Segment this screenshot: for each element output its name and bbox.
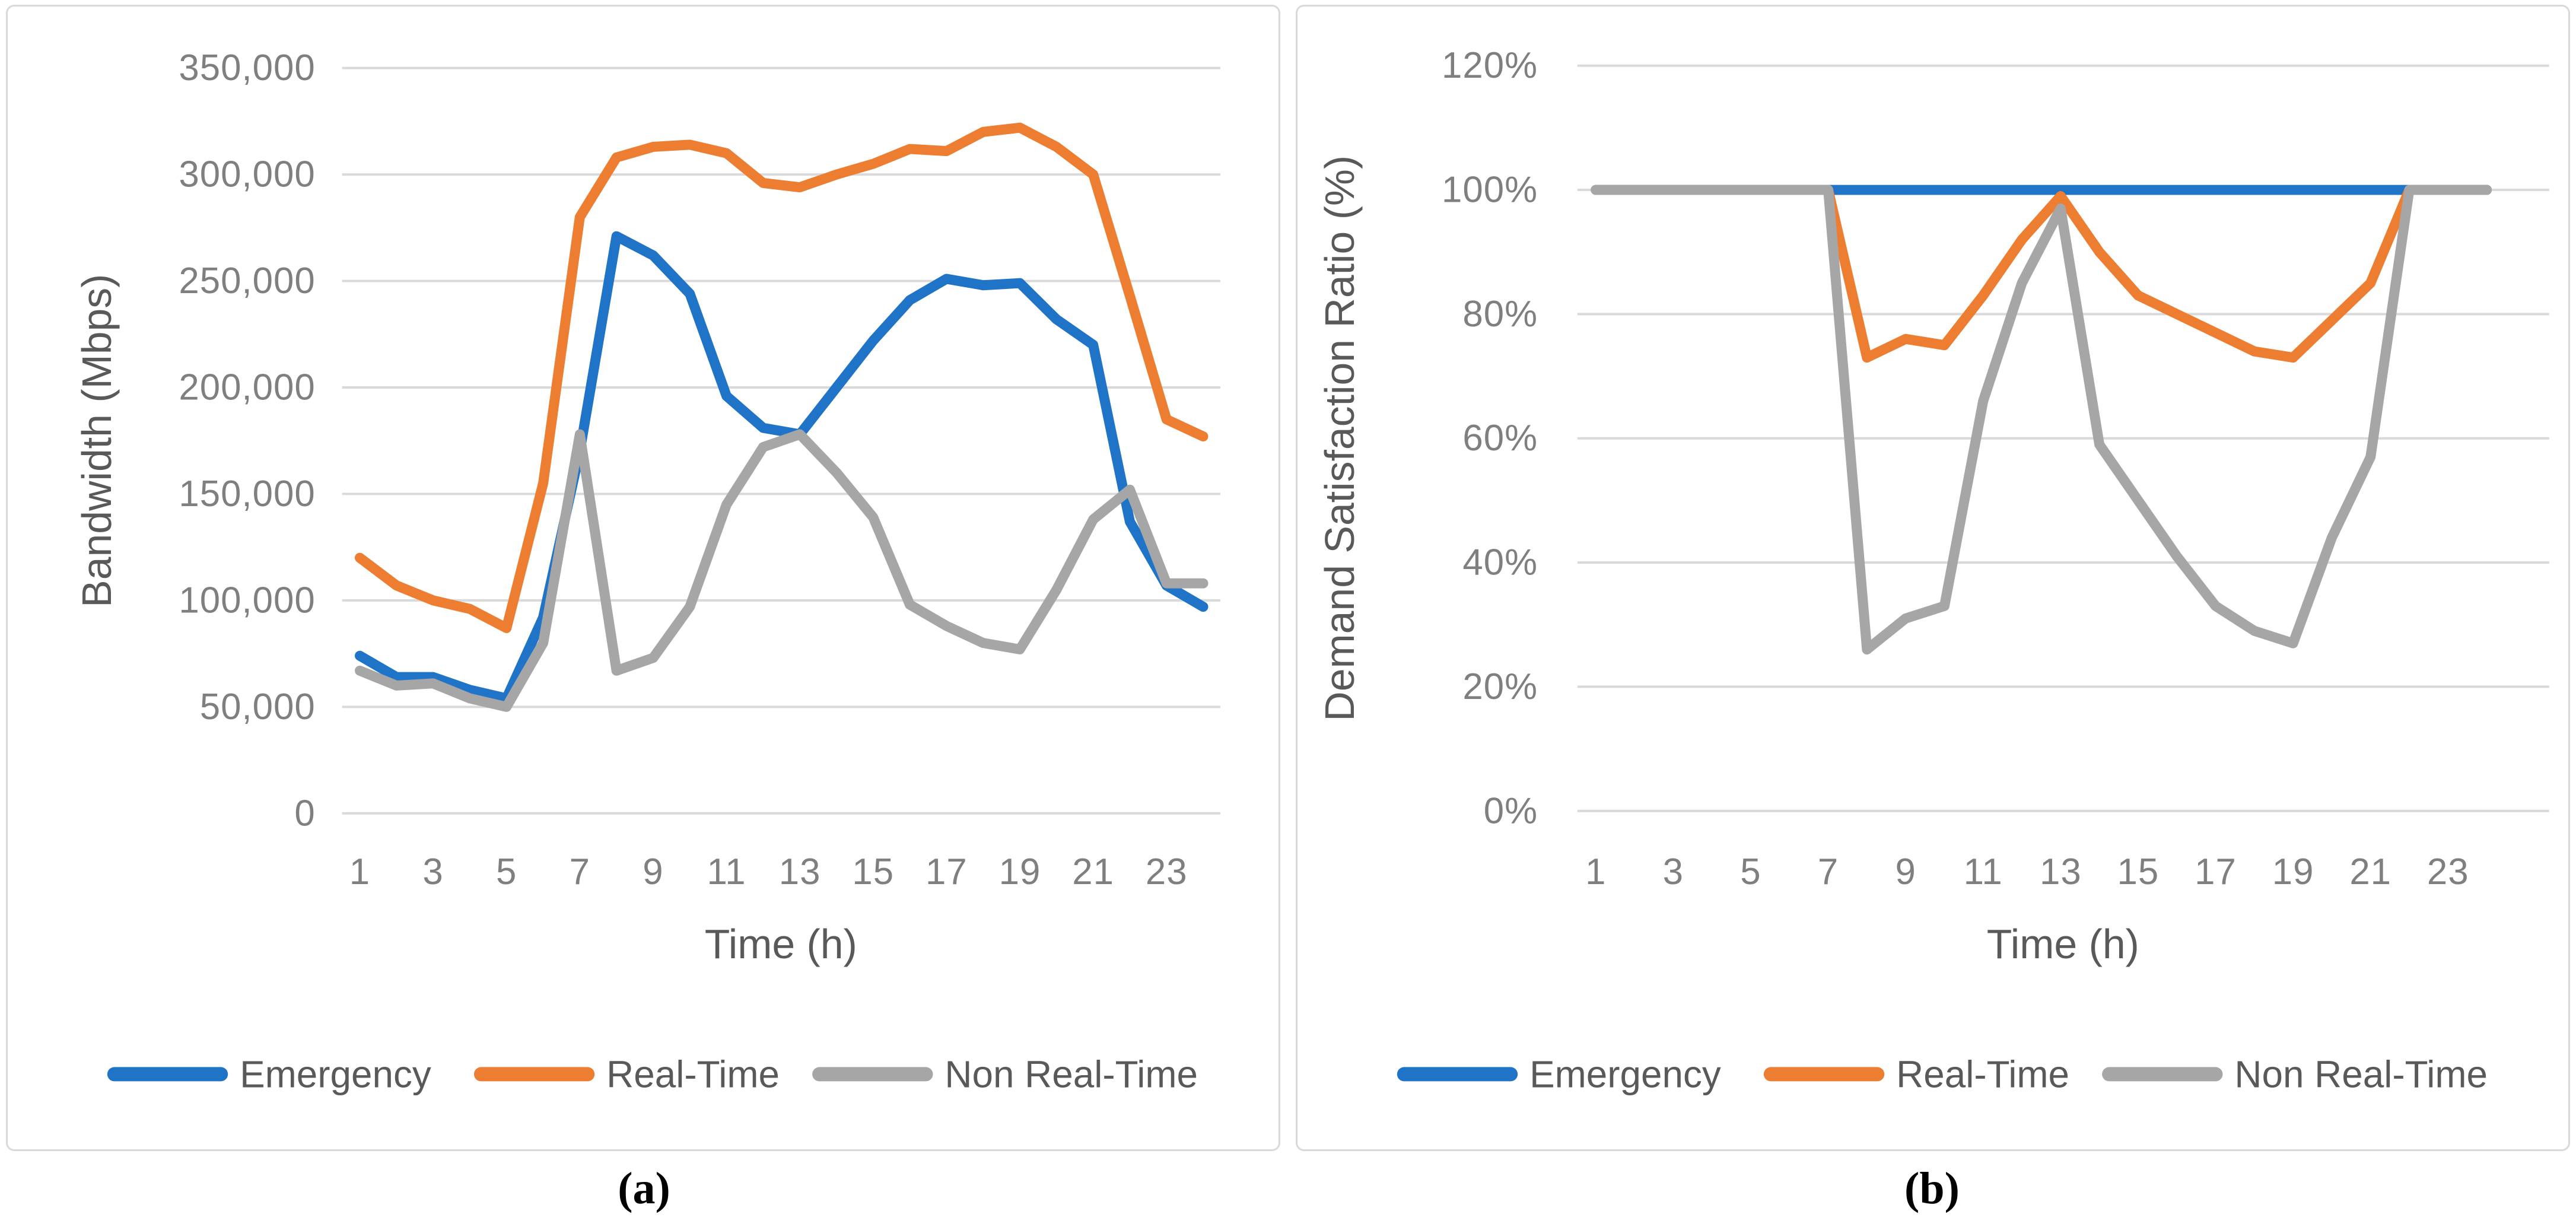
y-tick-label: 40% [1462,542,1538,583]
x-axis-tick-labels: 1 3 5 7 9 11 13 15 17 19 21 23 [349,851,1188,892]
subfigure-caption-b: (b) [1904,1164,1960,1213]
x-tick-label: 5 [496,851,517,892]
x-tick-label: 1 [349,851,370,892]
x-tick-label: 1 [1585,851,1606,892]
x-tick-label: 21 [1072,851,1114,892]
legend-label: Non Real-Time [2234,1053,2488,1095]
x-tick-label: 9 [1895,851,1916,892]
x-tick-label: 13 [779,851,821,892]
y-tick-label: 20% [1462,666,1538,707]
y-tick-label: 250,000 [179,260,315,301]
x-tick-label: 19 [2272,851,2314,892]
x-tick-label: 9 [643,851,663,892]
x-tick-label: 5 [1740,851,1761,892]
y-tick-label: 60% [1462,418,1538,459]
bandwidth-chart: 0 50,000 100,000 150,000 200,000 250,000 300,0… [74,47,1220,1095]
satisfaction-chart: 0%20%40%60%80%100%120% 1 3 5 7 9 11 13 15 17 19 21… [1316,45,2549,1095]
x-tick-label: 15 [852,851,894,892]
x-tick-label: 21 [2349,851,2391,892]
x-tick-label: 23 [1146,851,1188,892]
x-tick-label: 17 [2195,851,2237,892]
y-axis-tick-labels: 0 50,000 100,000 150,000 200,000 250,000 300,0… [179,47,316,834]
legend-label: Emergency [1529,1053,1721,1095]
legend-label: Real-Time [606,1053,780,1095]
chart-panel-bandwidth: 0 50,000 100,000 150,000 200,000 250,000 300,0… [6,5,1280,1151]
y-axis-title: Demand Satisfaction Ratio (%) [1316,155,1363,722]
x-tick-label: 7 [570,851,590,892]
x-tick-label: 17 [926,851,968,892]
gridlines [1577,64,2549,812]
x-tick-label: 23 [2427,851,2469,892]
x-tick-label: 11 [1964,851,2003,892]
x-tick-label: 19 [999,851,1041,892]
series-lines [355,122,1209,712]
x-tick-label: 3 [1663,851,1684,892]
y-tick-label: 0% [1484,790,1538,831]
y-tick-label: 50,000 [200,686,316,727]
chart-panel-satisfaction: 0% 20% 40% 60% 80% 100% 120% 1 3 5 7 9 11 13 15 17 19 21… [1296,5,2570,1151]
legend-label: Emergency [240,1053,431,1095]
y-tick-label: 120% [1442,45,1538,86]
y-axis-title: Bandwidth (Mbps) [74,274,120,608]
x-tick-label: 11 [707,851,746,892]
y-tick-label: 200,000 [179,367,315,408]
series-line-real-time [1591,185,2492,363]
x-axis-title: Time (h) [1987,921,2139,967]
y-tick-label: 100,000 [179,580,315,621]
y-tick-label: 350,000 [179,47,315,88]
series-line-emergency [355,231,1209,704]
y-tick-label: 100% [1442,170,1538,211]
legend-label: Non Real-Time [944,1053,1198,1095]
subfigure-caption-a: (a) [618,1164,670,1213]
y-tick-label: 0 [294,793,315,834]
x-tick-label: 7 [1818,851,1839,892]
series-line-non-real-time [1591,185,2492,655]
x-tick-label: 13 [2040,851,2082,892]
y-tick-label: 150,000 [179,473,315,514]
legend-label: Real-Time [1896,1053,2069,1095]
y-axis-tick-labels: 0% 20% 40% 60% 80% 100% 120% [1442,45,1538,831]
x-tick-label: 3 [422,851,443,892]
y-tick-label: 300,000 [179,154,315,195]
y-tick-label: 80% [1462,294,1538,335]
series-line-non-real-time [355,429,1209,712]
x-axis-tick-labels: 1 3 5 7 9 11 13 15 17 19 21 23 [1585,851,2469,892]
legend: Emergency Real-Time Non Real-Time [1397,1053,2488,1095]
legend: Emergency Real-Time Non Real-Time [107,1053,1198,1095]
x-axis-title: Time (h) [705,921,857,967]
series-lines [1591,185,2492,655]
series-line-real-time [355,122,1209,634]
x-tick-label: 15 [2117,851,2160,892]
